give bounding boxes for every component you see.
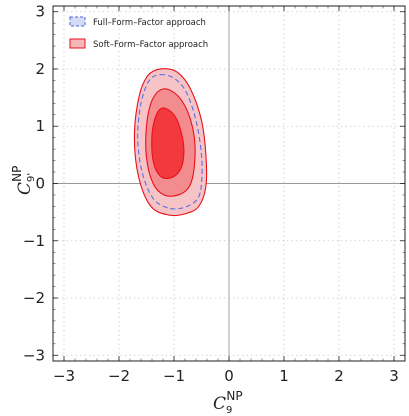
contour-regions — [133, 68, 208, 217]
y-axis-title-sub: 9' — [26, 173, 37, 182]
y-tick-label-3: 0 — [35, 175, 45, 193]
y-axis-title-sup: NP — [10, 166, 24, 182]
zero-axes — [53, 6, 405, 361]
y-axis-title: C9'NP — [10, 166, 37, 195]
y-tick-label-4: 1 — [35, 117, 45, 135]
y-tick-label-2: −1 — [23, 232, 45, 250]
legend: Full–Form–Factor approach Soft–Form–Fact… — [69, 16, 208, 50]
y-tick-label-6: 3 — [35, 3, 45, 21]
full-form-factor-contour-3sigma — [137, 74, 203, 210]
x-axis-title-base: C — [213, 394, 226, 414]
y-tick-label-1: −2 — [23, 289, 45, 307]
y-axis-title-base: C — [15, 182, 35, 195]
axis-ticks — [52, 6, 405, 361]
legend-swatch-soft-form-factor — [69, 38, 86, 49]
y-tick-label-5: 2 — [35, 60, 45, 78]
x-tick-label-1: −2 — [108, 367, 130, 385]
x-axis-title-sup: NP — [226, 389, 242, 403]
x-tick-label-6: 3 — [389, 367, 399, 385]
legend-label-soft-form-factor: Soft–Form–Factor approach — [93, 40, 208, 50]
y-tick-label-0: −3 — [23, 346, 45, 364]
legend-entry-soft-form-factor: Soft–Form–Factor approach — [69, 38, 208, 50]
x-tick-label-2: −1 — [163, 367, 185, 385]
x-tick-label-5: 2 — [334, 367, 344, 385]
legend-label-full-form-factor: Full–Form–Factor approach — [93, 18, 206, 28]
legend-entry-full-form-factor: Full–Form–Factor approach — [69, 16, 206, 28]
x-tick-label-3: 0 — [224, 367, 234, 385]
x-axis-title: C9 NP — [213, 389, 243, 416]
x-tick-label-4: 1 — [279, 367, 289, 385]
tick-labels: −3 −2 −1 0 1 2 3 −3 −2 −1 0 1 2 3 — [23, 3, 399, 385]
legend-swatch-full-form-factor — [69, 16, 86, 27]
soft-form-factor-contour-1sigma — [151, 107, 185, 180]
x-axis-title-sub: 9 — [226, 405, 232, 416]
x-tick-label-0: −3 — [53, 367, 75, 385]
